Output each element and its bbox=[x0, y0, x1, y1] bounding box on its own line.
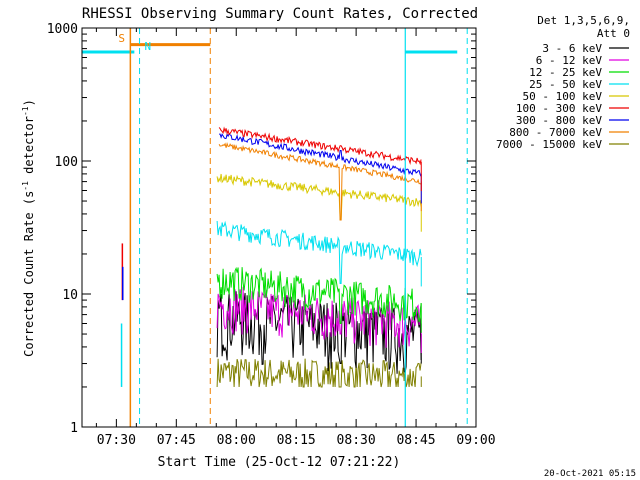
legend-header-line2: Att 0 bbox=[597, 27, 630, 40]
legend-label-4: 50 - 100 keV bbox=[523, 90, 603, 103]
legend-label-2: 12 - 25 keV bbox=[529, 66, 602, 79]
date-stamp: 20-Oct-2021 05:15 bbox=[544, 469, 636, 479]
axis-layer: 07:30 07:45 08:00 08:15 08:30 08:45 09:00 1 10 10… bbox=[47, 22, 496, 448]
series-line-1 bbox=[216, 286, 422, 348]
night-label: N bbox=[145, 40, 152, 53]
legend-label-3: 25 - 50 keV bbox=[529, 78, 602, 91]
legend-header-line1: Det 1,3,5,6,9, bbox=[537, 14, 630, 27]
y-tick-label-2: 100 bbox=[55, 155, 78, 170]
x-tick-label-2: 08:00 bbox=[217, 433, 256, 448]
x-axis-label: Start Time (25-Oct-12 07:21:22) bbox=[158, 455, 401, 470]
series-line-4 bbox=[216, 173, 422, 221]
y-axis-label-part1: Corrected Count Rate (s bbox=[22, 191, 36, 357]
saa-label: S bbox=[118, 32, 125, 45]
series-line-8 bbox=[216, 358, 422, 388]
legend-label-5: 100 - 300 keV bbox=[516, 102, 602, 115]
legend-label-7: 800 - 7000 keV bbox=[509, 126, 602, 139]
legend-label-0: 3 - 6 keV bbox=[542, 42, 602, 55]
data-layer bbox=[120, 126, 422, 388]
x-tick-label-3: 08:15 bbox=[277, 433, 316, 448]
y-axis-label-sup1: -1 bbox=[21, 181, 30, 191]
y-axis-label-part2: detector bbox=[22, 116, 36, 181]
x-tick-label-6: 09:00 bbox=[456, 433, 495, 448]
series-line-0 bbox=[216, 291, 422, 375]
series-line-3 bbox=[216, 220, 422, 284]
legend-label-8: 7000 - 15000 keV bbox=[496, 138, 602, 151]
y-axis-label-sup2: -1 bbox=[21, 106, 30, 116]
x-tick-label-5: 08:45 bbox=[396, 433, 435, 448]
series-line-5 bbox=[218, 126, 422, 166]
y-axis-label-part3: ) bbox=[22, 99, 36, 106]
legend-label-6: 300 - 800 keV bbox=[516, 114, 602, 127]
chart-title: RHESSI Observing Summary Count Rates, Co… bbox=[82, 6, 478, 22]
y-tick-label-1: 10 bbox=[62, 288, 78, 303]
x-tick-label-4: 08:30 bbox=[337, 433, 376, 448]
series-line-6 bbox=[219, 132, 422, 177]
y-axis-label: Corrected Count Rate (s-1 detector-1) bbox=[21, 99, 36, 357]
x-tick-label-1: 07:45 bbox=[157, 433, 196, 448]
annotation-layer: SN bbox=[82, 28, 468, 427]
series-line-7 bbox=[218, 142, 422, 221]
legend-label-1: 6 - 12 keV bbox=[536, 54, 603, 67]
y-tick-label-0: 1 bbox=[70, 421, 78, 436]
y-tick-label-3: 1000 bbox=[47, 22, 78, 37]
x-tick-label-0: 07:30 bbox=[97, 433, 136, 448]
series-line-2 bbox=[216, 266, 422, 324]
plot-frame bbox=[81, 27, 477, 428]
